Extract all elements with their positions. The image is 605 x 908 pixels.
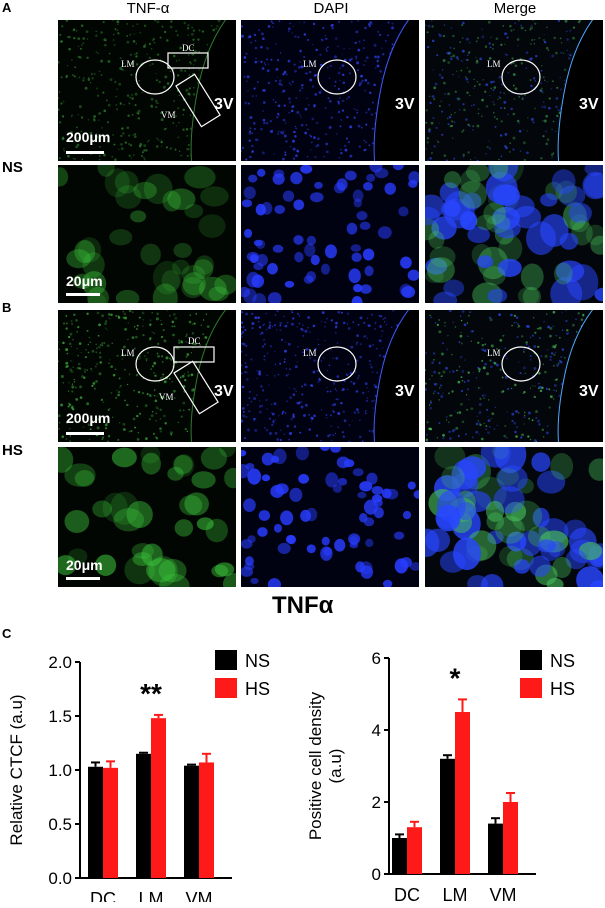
scale-bar — [66, 151, 104, 154]
bar-ns-dc — [88, 766, 103, 878]
lm-region-label: LM — [303, 59, 317, 69]
y-tick-label: 2.0 — [48, 653, 72, 672]
lm-region-outline — [317, 59, 357, 95]
bar-hs-lm — [455, 712, 470, 874]
x-tick-label: LM — [442, 885, 467, 902]
x-tick-label: LM — [138, 889, 163, 902]
x-tick-label: VM — [186, 889, 213, 902]
legend-label-hs: HS — [245, 679, 270, 699]
micrograph-hs-high-merge — [425, 447, 603, 587]
third-ventricle-label: 3V — [214, 96, 234, 113]
lm-region-outline — [501, 59, 541, 95]
legend-swatch-hs — [215, 678, 237, 698]
third-ventricle-label: 3V — [214, 383, 234, 400]
y-axis-label: Relative CTCF (a.u) — [7, 694, 26, 845]
y-axis-label: Positive cell density(a.u) — [306, 691, 345, 840]
scale-bar — [66, 293, 100, 296]
y-tick-label: 0 — [372, 865, 381, 884]
legend-swatch-ns — [215, 650, 237, 670]
micrograph-ns-high-dapi — [241, 165, 419, 303]
lm-region-label: LM — [303, 348, 317, 358]
lm-region-outline — [317, 346, 357, 382]
column-header-tnf: TNF-α — [126, 0, 170, 17]
vm-region-outline — [173, 360, 219, 415]
bar-ns-dc — [392, 838, 407, 874]
third-ventricle-label: 3V — [395, 383, 415, 400]
panel-letter-c: C — [2, 626, 12, 641]
micrograph-ns-high-tnf: 20μm — [58, 165, 236, 303]
dc-region-outline — [167, 52, 209, 69]
legend-swatch-ns — [520, 650, 542, 670]
x-tick-label: DC — [90, 889, 116, 902]
row-label-ns: NS — [2, 159, 23, 176]
panel-letter-a: A — [2, 0, 12, 15]
x-tick-label: VM — [490, 885, 517, 902]
row-label-hs: HS — [2, 442, 23, 459]
legend-label-ns: NS — [550, 651, 575, 671]
y-tick-label: 2 — [372, 793, 381, 812]
significance-marker: * — [450, 662, 461, 693]
y-tick-label: 0.5 — [48, 815, 72, 834]
micrograph-ns-high-merge — [425, 165, 603, 303]
y-tick-label: 0.0 — [48, 869, 72, 888]
lm-region-label: LM — [121, 348, 135, 358]
dc-region-label: DC — [182, 43, 195, 53]
scale-bar-label: 200μm — [66, 129, 111, 145]
micrograph-ns-low-tnf: 200μm LM 3V DC VM — [58, 20, 236, 161]
bar-ns-vm — [488, 823, 503, 874]
lm-region-outline — [135, 346, 175, 382]
micrograph-hs-low-merge: LM 3V — [425, 310, 603, 442]
panel-letter-b: B — [2, 300, 12, 315]
x-tick-label: DC — [394, 885, 420, 902]
scale-bar-label: 200μm — [66, 410, 111, 426]
bar-hs-vm — [503, 802, 518, 874]
lm-region-label: LM — [487, 348, 501, 358]
bar-hs-vm — [199, 762, 214, 878]
lm-region-outline — [135, 59, 175, 95]
micrograph-ns-low-dapi: LM 3V — [241, 20, 419, 161]
lm-region-label: LM — [487, 59, 501, 69]
vm-region-label: VM — [159, 392, 174, 402]
micrograph-ns-low-merge: LM 3V — [425, 20, 603, 161]
bar-hs-dc — [103, 767, 118, 878]
dc-region-label: DC — [188, 336, 201, 346]
legend-label-ns: NS — [245, 651, 270, 671]
bar-hs-lm — [151, 718, 166, 878]
vm-region-label: VM — [161, 110, 176, 120]
column-header-dapi: DAPI — [313, 0, 349, 17]
third-ventricle-label: 3V — [579, 96, 599, 113]
chart-relative-ctcf: 0.0 0.5 1.0 1.5 2.0 Relative CTCF (a.u) DC LM VM… — [7, 650, 270, 902]
micrograph-hs-low-tnf: 200μm LM 3V DC VM — [58, 310, 236, 442]
bar-ns-vm — [184, 765, 199, 878]
micrograph-hs-high-dapi — [241, 447, 419, 587]
figure-title: TNFα — [272, 592, 334, 619]
bar-ns-lm — [136, 753, 151, 878]
lm-region-outline — [501, 346, 541, 382]
y-tick-label: 4 — [372, 721, 381, 740]
scale-bar-label: 20μm — [66, 557, 103, 573]
chart-positive-cell-density: 0 2 4 6 Positive cell density(a.u) DC LM VM * NS H… — [306, 649, 575, 902]
scale-bar — [66, 432, 104, 435]
vm-region-outline — [175, 73, 221, 128]
micrograph-hs-low-dapi: LM 3V — [241, 310, 419, 442]
y-tick-label: 1.5 — [48, 707, 72, 726]
bar-ns-lm — [440, 758, 455, 874]
bar-hs-dc — [407, 827, 422, 874]
y-tick-label: 6 — [372, 649, 381, 668]
micrograph-hs-high-tnf: 20μm — [58, 447, 236, 587]
legend-swatch-hs — [520, 678, 542, 698]
third-ventricle-label: 3V — [579, 383, 599, 400]
column-header-merge: Merge — [493, 0, 537, 17]
scale-bar-label: 20μm — [66, 273, 103, 289]
lm-region-label: LM — [121, 59, 135, 69]
third-ventricle-label: 3V — [395, 96, 415, 113]
dc-region-outline — [173, 346, 215, 363]
legend-label-hs: HS — [550, 679, 575, 699]
significance-marker: ** — [140, 678, 162, 709]
scale-bar — [66, 577, 100, 580]
y-tick-label: 1.0 — [48, 761, 72, 780]
